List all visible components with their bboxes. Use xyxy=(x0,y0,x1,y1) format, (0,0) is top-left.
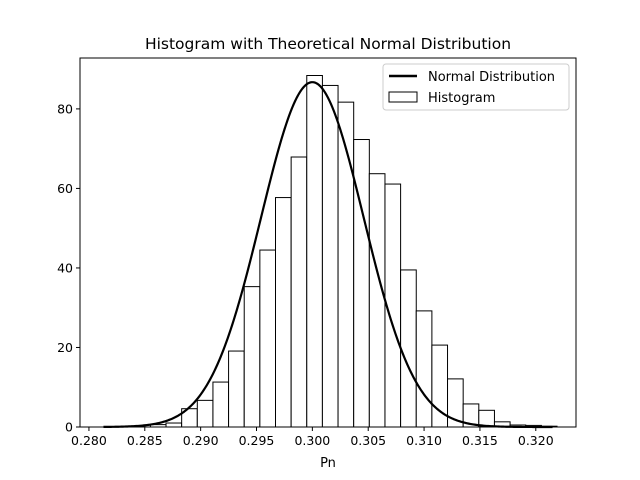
x-tick-label: 0.310 xyxy=(406,433,442,448)
histogram-bar xyxy=(306,75,323,428)
chart-title: Histogram with Theoretical Normal Distri… xyxy=(145,35,511,53)
y-tick-label: 80 xyxy=(57,101,73,116)
legend: Normal Distribution Histogram xyxy=(382,63,570,111)
x-tick-label: 0.280 xyxy=(71,433,107,448)
x-tick-label: 0.290 xyxy=(183,433,219,448)
plot-area-frame xyxy=(79,57,577,428)
y-tick-label: 60 xyxy=(57,181,73,196)
y-tick-label: 20 xyxy=(57,340,73,355)
x-tick-label: 0.320 xyxy=(518,433,554,448)
histogram-bar xyxy=(228,350,245,428)
legend-box xyxy=(382,63,570,111)
legend-label-normal: Normal Distribution xyxy=(428,70,555,85)
histogram-bar xyxy=(275,197,292,428)
histogram-bar xyxy=(259,249,276,428)
x-axis: 0.280 0.285 0.290 0.295 0.300 0.305 0.310 0.315… xyxy=(71,427,554,448)
histogram-bar xyxy=(290,156,308,428)
histogram-bar xyxy=(196,399,214,428)
histogram-bars xyxy=(149,75,558,428)
legend-patch-swatch xyxy=(388,91,418,103)
normal-curve-layer xyxy=(103,81,553,429)
x-tick-label: 0.300 xyxy=(294,433,330,448)
x-tick-label: 0.285 xyxy=(127,433,163,448)
histogram-bar xyxy=(368,173,386,428)
y-tick-label: 0 xyxy=(65,420,73,435)
normal-distribution-line xyxy=(103,81,553,429)
x-tick-label: 0.295 xyxy=(239,433,275,448)
x-tick-label: 0.315 xyxy=(462,433,498,448)
histogram-bar xyxy=(165,422,183,428)
histogram-bar xyxy=(243,286,261,428)
legend-label-histogram: Histogram xyxy=(428,91,495,106)
histogram-bar xyxy=(321,84,339,428)
histogram-bar xyxy=(212,381,230,428)
y-tick-label: 40 xyxy=(57,260,73,275)
histogram-bar xyxy=(400,269,417,428)
histogram-bar xyxy=(415,310,433,428)
x-axis-title: Pn xyxy=(320,456,336,471)
y-axis: 0 20 40 60 80 xyxy=(57,101,80,435)
x-tick-label: 0.305 xyxy=(350,433,386,448)
